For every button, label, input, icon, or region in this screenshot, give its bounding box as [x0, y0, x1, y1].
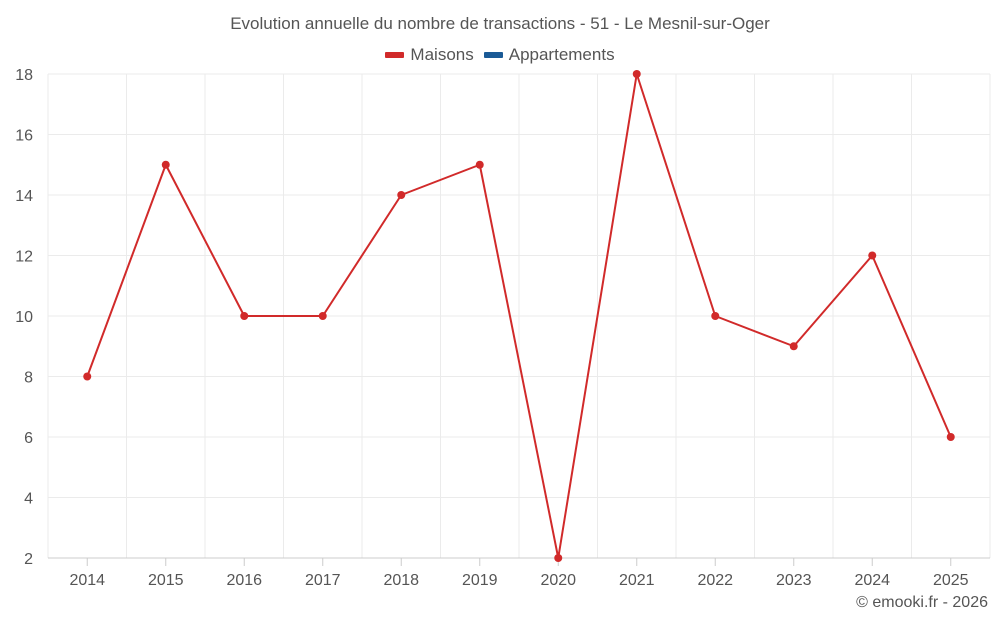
x-tick-label: 2015: [148, 572, 184, 589]
legend-label-appartements: Appartements: [508, 45, 615, 64]
data-point: [554, 554, 563, 562]
y-tick-label: 16: [15, 128, 33, 145]
data-point: [83, 372, 92, 381]
data-point: [789, 342, 798, 351]
y-tick-label: 10: [15, 309, 33, 326]
x-tick-label: 2021: [619, 572, 655, 589]
legend-label-maisons: Maisons: [410, 45, 474, 64]
data-point: [397, 191, 406, 199]
chart-legend: Maisons Appartements: [0, 45, 1000, 65]
data-point: [161, 160, 170, 169]
x-tick-label: 2018: [383, 572, 419, 589]
legend-swatch-appartements: [483, 52, 503, 58]
y-tick-label: 8: [24, 370, 33, 387]
y-tick-label: 14: [15, 188, 33, 205]
data-point: [868, 251, 877, 260]
x-tick-label: 2016: [226, 572, 262, 589]
x-tick-label: 2022: [697, 572, 733, 589]
x-tick-label: 2017: [305, 572, 341, 589]
y-tick-label: 2: [24, 551, 33, 568]
x-tick-label: 2025: [933, 572, 969, 589]
x-tick-label: 2014: [69, 572, 105, 589]
y-tick-label: 18: [15, 67, 33, 84]
data-point: [475, 160, 484, 169]
chart-title: Evolution annuelle du nombre de transact…: [230, 14, 770, 33]
y-tick-label: 4: [24, 491, 33, 508]
x-tick-label: 2019: [462, 572, 498, 589]
legend-swatch-maisons: [385, 52, 405, 58]
x-tick-label: 2023: [776, 572, 812, 589]
x-tick-label: 2020: [540, 572, 576, 589]
data-point: [318, 312, 327, 320]
series-line-maisons: [86, 73, 952, 559]
y-tick-label: 12: [15, 249, 33, 266]
data-point: [240, 312, 249, 320]
legend-item-appartements[interactable]: Appartements: [483, 45, 615, 65]
credit-text: © emooki.fr - 2026: [856, 594, 988, 611]
data-point: [946, 433, 955, 441]
data-point: [711, 312, 720, 320]
y-tick-label: 6: [24, 430, 33, 447]
x-tick-label: 2024: [854, 572, 890, 589]
data-point: [632, 70, 641, 78]
legend-item-maisons[interactable]: Maisons: [385, 45, 474, 65]
